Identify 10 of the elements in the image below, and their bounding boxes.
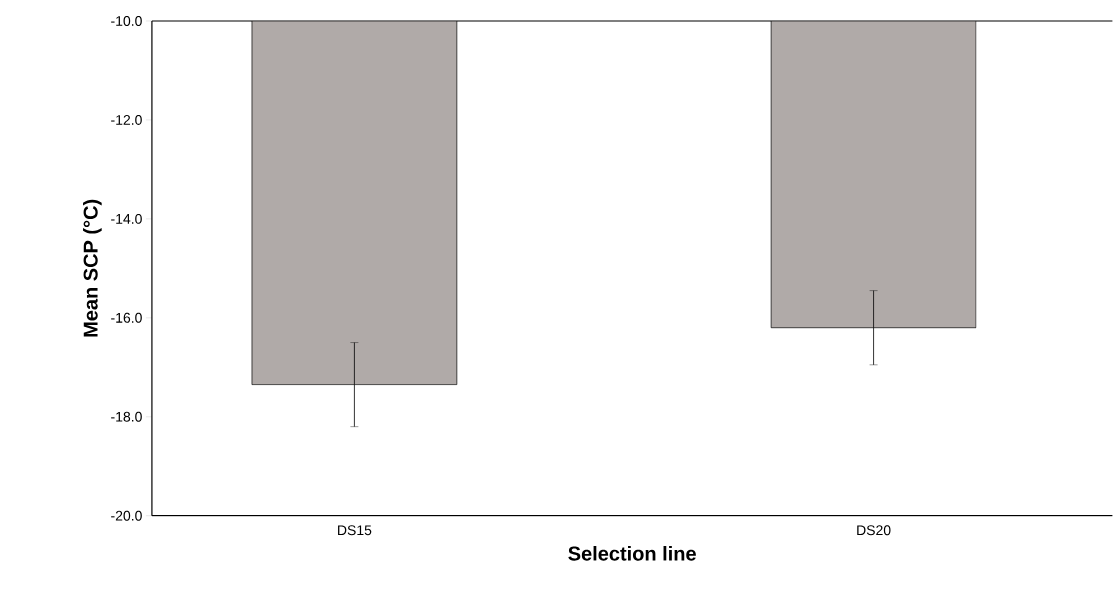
x-tick-label: DS15	[338, 525, 372, 536]
x-tick-label: DS20	[857, 525, 891, 536]
y-axis-title: Mean SCP (°C)	[83, 200, 102, 337]
x-axis-title: Selection line	[568, 546, 696, 561]
y-tick-label: -12.0	[111, 115, 142, 126]
y-tick-label: -16.0	[111, 313, 142, 323]
y-tick-label: -14.0	[111, 214, 142, 224]
y-tick-label: -18.0	[111, 411, 142, 422]
y-tick-label: -20.0	[111, 510, 142, 521]
y-tick-label: -10.0	[111, 16, 142, 27]
